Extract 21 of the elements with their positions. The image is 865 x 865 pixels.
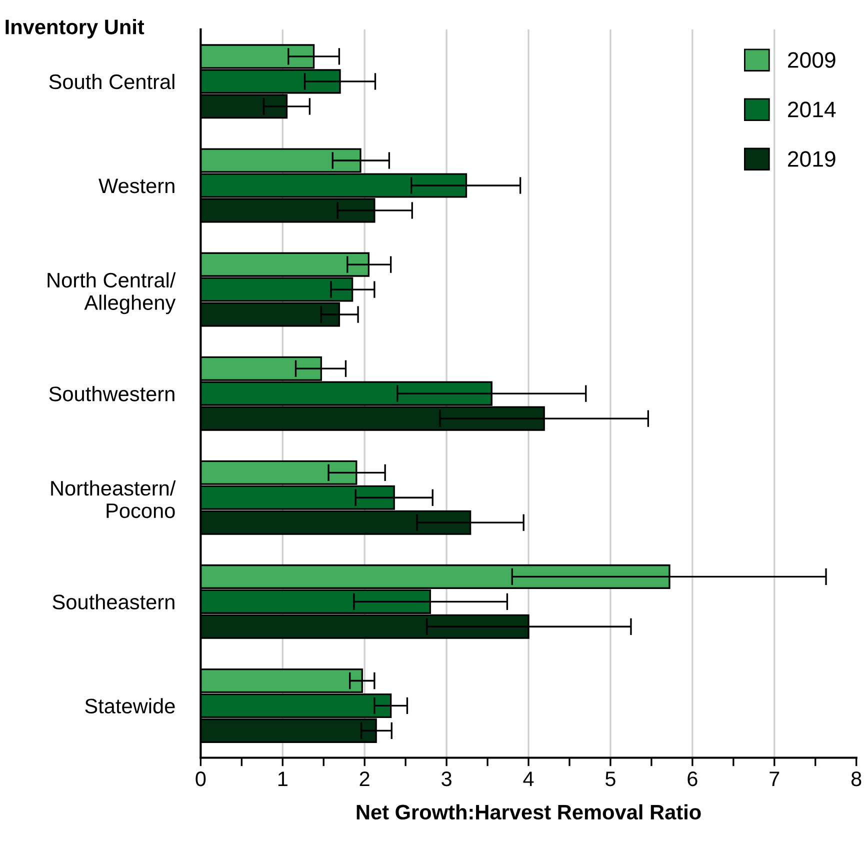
- y-tick-label: Statewide: [85, 698, 175, 714]
- y-tick-label: South Central: [49, 74, 174, 90]
- x-tick-label: 0: [196, 771, 206, 786]
- x-tick-label: 5: [606, 772, 616, 786]
- y-tick-label: Southwestern: [49, 386, 174, 402]
- x-tick-label: 7: [770, 772, 780, 786]
- legend-label: 2019: [788, 151, 836, 167]
- x-tick-label: 3: [442, 771, 452, 786]
- x-tick-label: 1: [278, 772, 288, 786]
- x-tick-label: 4: [523, 772, 534, 786]
- x-axis-title: Net Growth:Harvest Removal Ratio: [356, 804, 701, 820]
- y-tick-label: Northeastern/ Pocono: [51, 480, 176, 518]
- y-tick-label: Southeastern: [52, 594, 174, 610]
- y-tick-label: North Central/ Allegheny: [48, 272, 176, 314]
- legend-label: 2014: [788, 102, 836, 118]
- x-tick-label: 8: [851, 771, 862, 786]
- y-tick-label: Western: [98, 178, 174, 194]
- x-tick-label: 2: [360, 771, 370, 786]
- legend-label: 2009: [788, 52, 836, 68]
- y-axis-title: Inventory Unit: [6, 19, 144, 38]
- x-tick-label: 6: [688, 771, 698, 786]
